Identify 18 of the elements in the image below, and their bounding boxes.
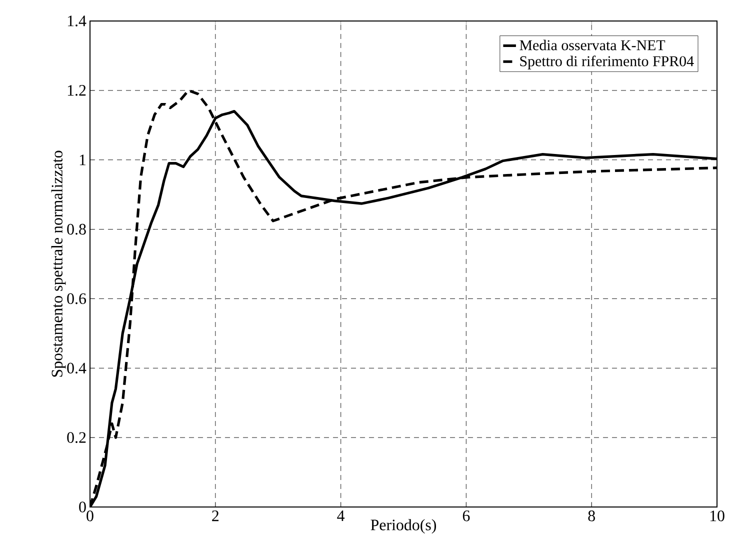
y-axis-title: Spostamento spettrale normalizzato <box>51 150 66 377</box>
x-tick-label: 6 <box>462 510 470 522</box>
y-tick-label: 0 <box>79 502 86 512</box>
x-tick-label: 0 <box>86 510 94 522</box>
legend-label: Media osservata K-NET <box>520 40 666 50</box>
x-axis-title: Periodo(s) <box>370 519 436 534</box>
x-tick-label: 2 <box>212 510 219 522</box>
y-tick-label: 0.4 <box>67 362 86 374</box>
y-tick-label: 1.4 <box>68 16 86 26</box>
x-tick-label: 10 <box>710 510 724 522</box>
y-tick-label: 1 <box>80 154 86 166</box>
x-tick-label: 4 <box>337 510 345 522</box>
legend-label: Spettro di riferimento FPR04 <box>520 56 694 70</box>
y-tick-label: 0.6 <box>67 293 86 304</box>
y-tick-label: 0.2 <box>67 432 86 443</box>
y-tick-label: 1.2 <box>68 85 86 96</box>
y-tick-label: 0.8 <box>67 224 86 235</box>
x-tick-label: 8 <box>588 510 595 522</box>
